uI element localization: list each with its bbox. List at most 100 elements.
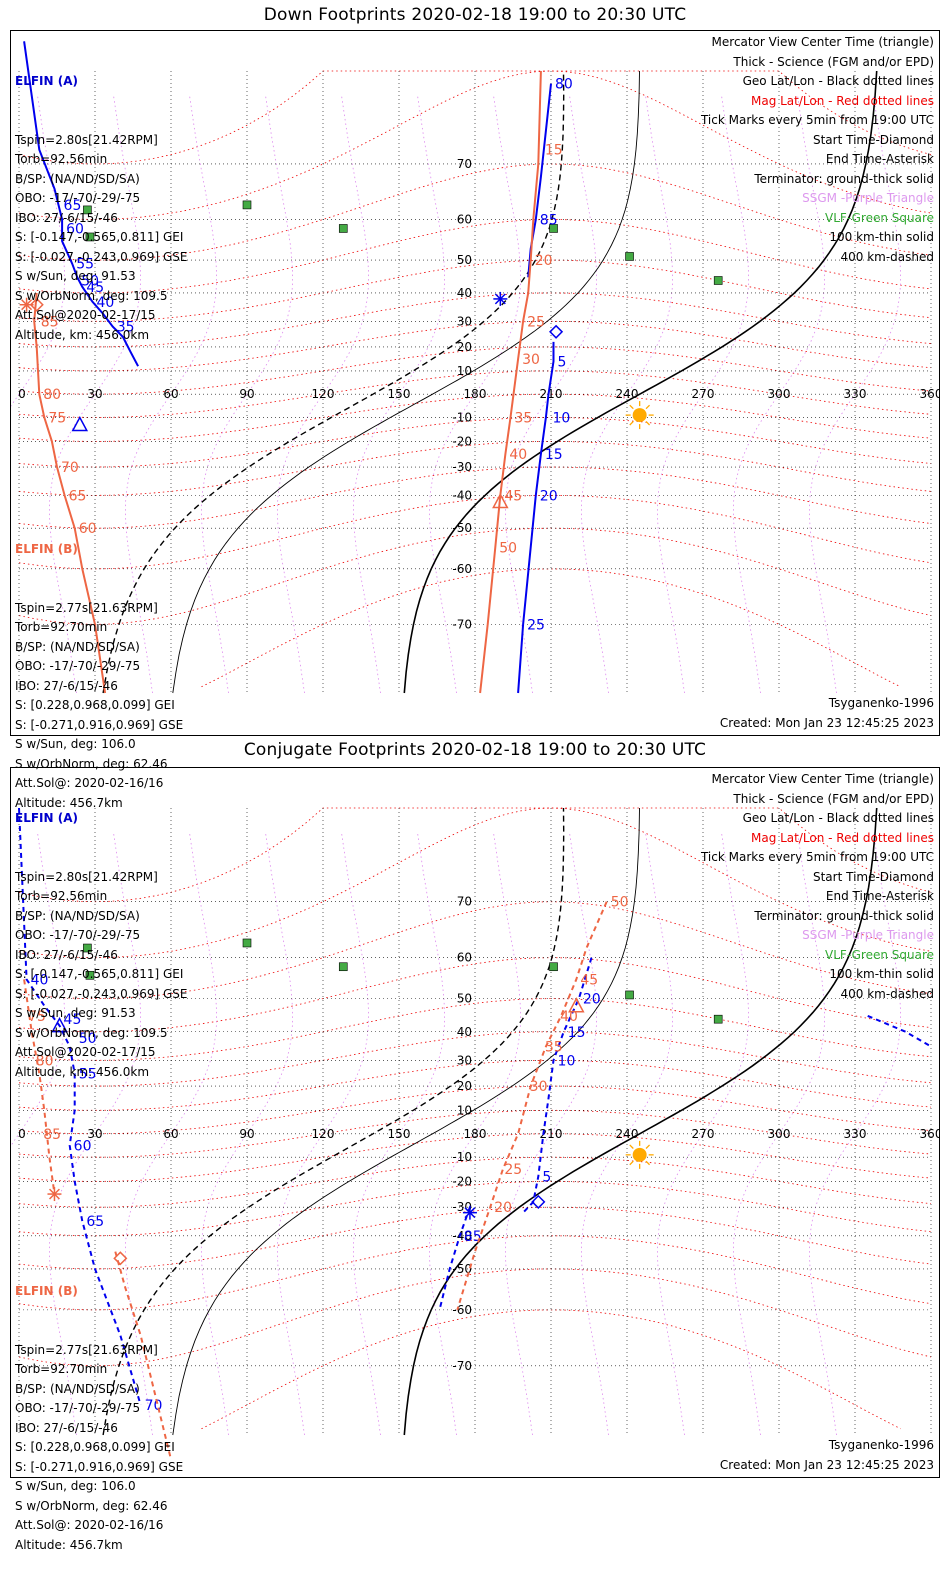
footprint-track — [867, 1014, 932, 1048]
terminator-line — [102, 807, 565, 1436]
info-line: Att.Sol@2020-02-17/15 — [15, 308, 156, 322]
legend-entry: Start Time-Diamond — [812, 869, 934, 884]
elfin-a-header: ELFIN (A) — [15, 74, 78, 88]
sun-ray — [645, 420, 651, 426]
time-tick-label: 75 — [48, 410, 66, 426]
info-line: Tspin=2.80s[21.42RPM] — [15, 132, 158, 147]
lon-tick-label: 300 — [768, 387, 791, 401]
time-tick-label: 5 — [558, 354, 567, 370]
map-legend: Mercator View Center Time (triangle) Thic… — [701, 770, 934, 1004]
vlf-stations — [83, 200, 723, 285]
info-line: OBO: -17/-70/-29/-75 — [15, 659, 141, 673]
legend-entry: Mag Lat/Lon - Red dotted lines — [750, 93, 934, 108]
info-line: S: [-0.027,-0.243,0.969] GSE — [15, 986, 188, 1001]
center-triangle — [51, 1016, 68, 1033]
footprint-track — [456, 901, 608, 1311]
mag-lat-line — [18, 416, 932, 468]
vlf-station-marker — [549, 224, 558, 233]
footprint-track — [522, 957, 593, 1214]
info-line: Tspin=2.80s[21.42RPM] — [15, 869, 158, 884]
lat-tick-label: 50 — [457, 253, 472, 267]
legend-entry: End Time-Asterisk — [825, 152, 934, 166]
legend-entry: Terminator: ground-thick solid — [754, 171, 934, 186]
terminator-line — [172, 70, 640, 694]
time-tick-label: 80 — [36, 1053, 54, 1069]
info-line: Torb=92.56min — [15, 889, 108, 903]
time-tick-label: 20 — [535, 253, 553, 269]
terminator-line — [403, 70, 878, 694]
vlf-station-marker — [338, 962, 348, 972]
info-line: B/SP: (NA/ND/SD/SA) — [15, 639, 140, 654]
elfin-b-header: ELFIN (B) — [15, 542, 78, 556]
info-line: Att.Sol@: 2020-02-16/16 — [15, 776, 164, 790]
lat-tick-label: 70 — [457, 157, 472, 171]
lon-tick-label: 300 — [768, 1127, 791, 1141]
vlf-stations — [83, 938, 723, 1024]
conjugate-footprints-panel: Conjugate Footprints 2020-02-18 19:00 to… — [0, 740, 950, 1552]
info-line: Altitude: 456.7km — [15, 795, 123, 810]
footprint-track — [114, 1251, 172, 1460]
info-line: B/SP: (NA/ND/SD/SA) — [15, 171, 140, 186]
lon-tick-label: 60 — [163, 387, 178, 401]
sun-ray — [645, 1160, 651, 1166]
created-timestamp: Created: Mon Jan 23 12:45:25 2023 — [719, 716, 934, 730]
info-line: Torb=92.70min — [15, 1362, 108, 1376]
elfin-b-header: ELFIN (B) — [15, 1284, 78, 1298]
panel-title: Conjugate Footprints 2020-02-18 19:00 to… — [243, 740, 707, 760]
lon-tick-label: 330 — [844, 387, 867, 401]
lon-tick-label: 60 — [163, 1127, 178, 1141]
footprint-track — [33, 292, 107, 694]
info-line: S w/OrbNorm, deg: 62.46 — [15, 1498, 168, 1513]
elfin-a-lines: Tspin=2.80s[21.42RPM] Torb=92.56min B/SP: … — [15, 868, 188, 1083]
end-asterisk — [464, 1207, 476, 1219]
info-line: S: [-0.271,0.916,0.969] GSE — [15, 717, 184, 732]
info-line: Altitude: 456.7km — [15, 1537, 123, 1552]
vlf-station-marker — [83, 943, 92, 953]
legend-entry: VLF-Green Square — [825, 947, 934, 962]
start-diamond — [531, 1194, 546, 1209]
footprint-track — [18, 807, 142, 1406]
time-tick-label: 45 — [86, 280, 104, 296]
time-tick-label: 45 — [504, 488, 522, 504]
lat-tick-label: 50 — [457, 992, 472, 1006]
elfin-b-lines: Tspin=2.77s[21.63RPM] Torb=92.70min B/SP: … — [15, 599, 183, 814]
legend-entry: SSGM -Purple Triangle — [802, 191, 934, 205]
elfin-a-header: ELFIN (A) — [15, 811, 78, 825]
footprint-track — [479, 70, 542, 694]
lat-tick-label: -40 — [452, 1229, 472, 1243]
lon-tick-label: 270 — [692, 387, 715, 401]
lat-tick-label: 20 — [457, 340, 472, 354]
legend-entry: Geo Lat/Lon - Black dotted lines — [742, 811, 934, 825]
sun-disc — [632, 1147, 647, 1162]
lon-tick-label: 360 — [920, 387, 939, 401]
lon-tick-label: 360 — [920, 1127, 939, 1141]
info-line: S w/Sun, deg: 106.0 — [15, 1479, 136, 1493]
map-frame: 0 30 60 90 120 150 180 210 240 270 300 330 360 70 60 50… — [10, 767, 940, 1552]
lon-tick-label: 210 — [540, 1127, 563, 1141]
geo-grid — [18, 71, 932, 693]
lat-tick-label: -60 — [452, 562, 472, 576]
vlf-station-marker — [625, 252, 634, 261]
mag-lat-line — [201, 1309, 901, 1430]
time-tick-label: 10 — [552, 410, 570, 426]
lat-tick-label: 40 — [457, 286, 472, 300]
axis-labels: 0 30 60 90 120 150 180 210 240 270 300 330 360 70 60 50… — [18, 157, 939, 631]
lon-tick-label: 330 — [844, 1127, 867, 1141]
elfin-b-info: ELFIN (B) Tspin=2.77s[21.63RPM] Torb=92.7… — [15, 1243, 183, 1594]
info-line: B/SP: (NA/ND/SD/SA) — [15, 1381, 140, 1396]
lat-tick-label: -70 — [452, 617, 472, 631]
vlf-station-marker — [713, 1014, 723, 1024]
mag-lat-line — [18, 70, 932, 165]
info-line: Torb=92.70min — [15, 620, 108, 634]
vlf-station-marker — [85, 232, 95, 242]
series-elfin-b: 75 80 85 50 45 40 35 30 25 20 — [23, 895, 629, 1460]
time-tick-label: 40 — [31, 972, 49, 988]
down-footprints-panel: Down Footprints 2020-02-18 19:00 to 20:3… — [0, 0, 950, 810]
terminator-line — [172, 807, 640, 1436]
legend-entry: Thick - Science (FGM and/or EPD) — [733, 791, 934, 806]
lat-tick-label: -10 — [452, 410, 472, 424]
elfin-a-lines: Tspin=2.80s[21.42RPM] Torb=92.56min B/SP: … — [15, 131, 188, 346]
terminator — [102, 807, 878, 1436]
lat-tick-label: -70 — [452, 1359, 472, 1373]
time-tick-label: 35 — [545, 1039, 563, 1055]
